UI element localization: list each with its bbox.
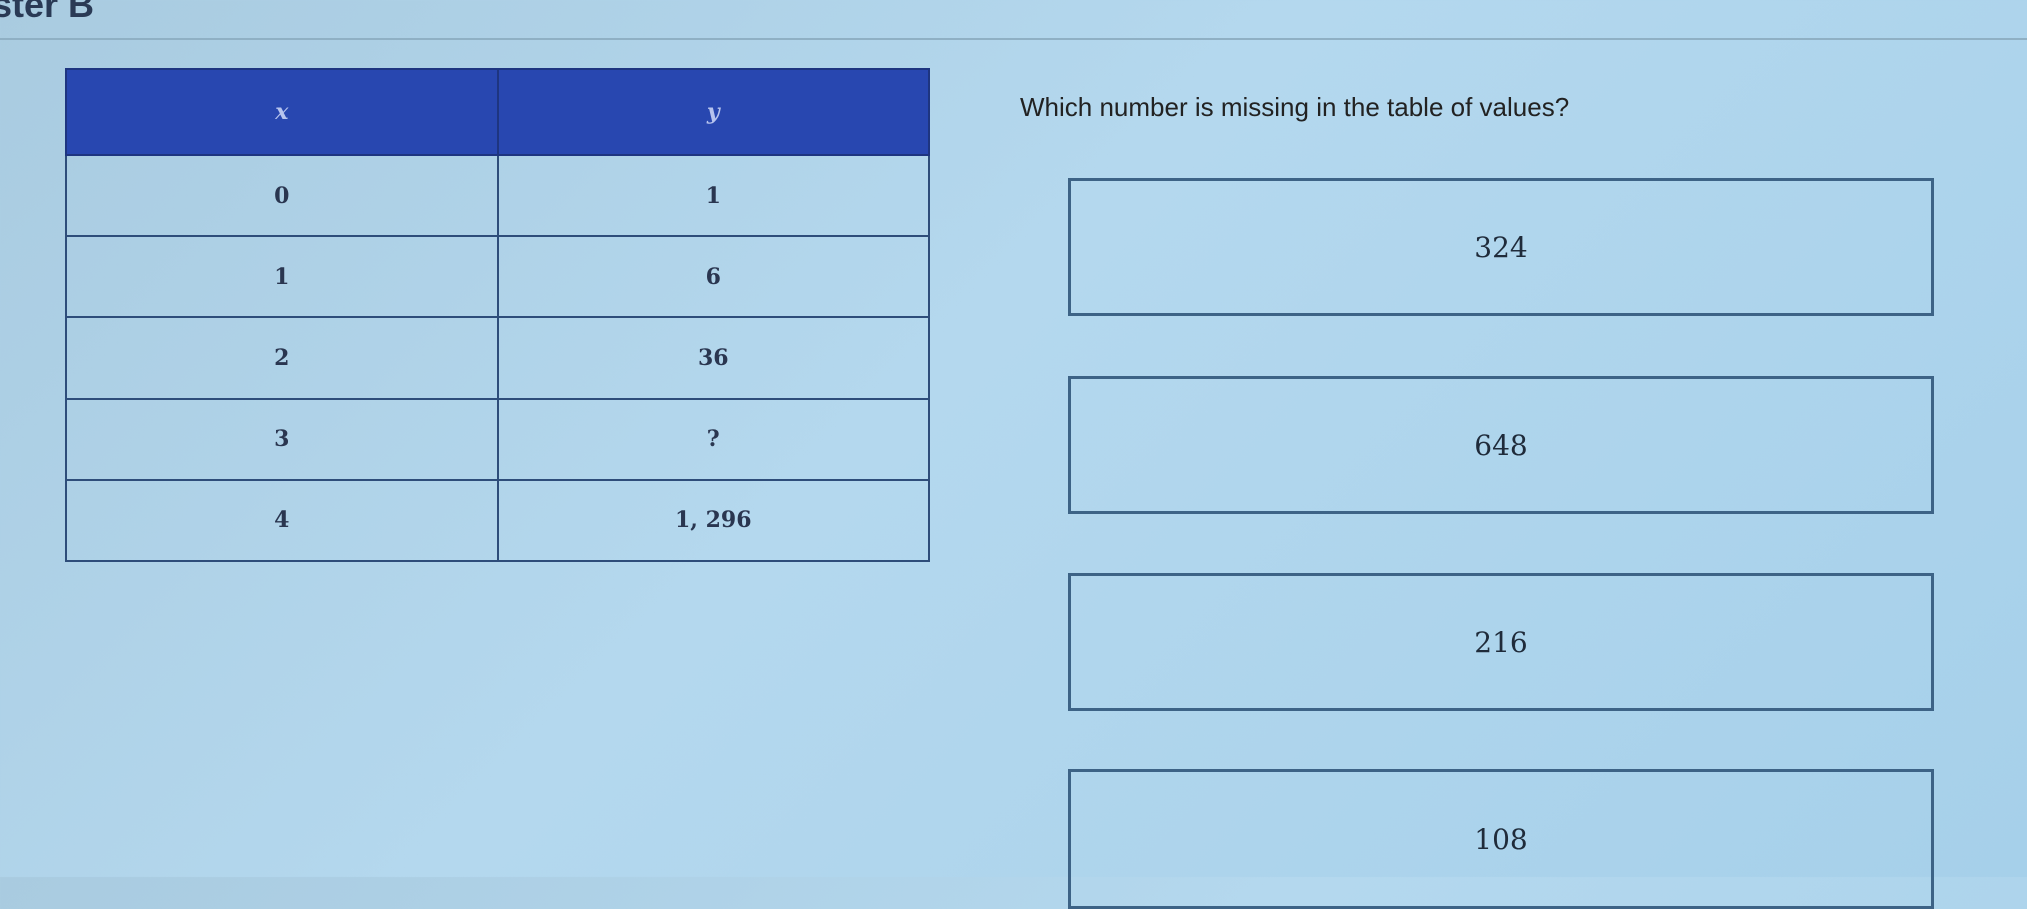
cell-x: 2	[65, 316, 499, 400]
top-bar: ster B	[0, 0, 2027, 40]
cell-y: 1, 296	[496, 478, 930, 563]
cell-x: 4	[65, 478, 499, 563]
header-y: y	[496, 68, 930, 156]
question-text: Which number is missing in the table of …	[1020, 92, 1570, 122]
cell-x: 0	[65, 153, 499, 238]
table-row: 2 36	[65, 316, 930, 400]
table-header-row: x y	[65, 68, 930, 156]
answer-option-3[interactable]: 216	[1068, 573, 1934, 711]
table-row: 3?	[65, 397, 930, 481]
cell-y: 36	[496, 316, 930, 400]
cell-y: ?	[496, 397, 930, 481]
cell-y: 6	[496, 235, 930, 319]
section-title: ster B	[0, 0, 95, 25]
answer-option-1[interactable]: 324	[1068, 178, 1934, 316]
cell-x: 3	[65, 397, 499, 481]
table-row: 4 1, 296	[65, 478, 930, 563]
answer-option-2[interactable]: 648	[1068, 376, 1934, 514]
header-x: x	[65, 68, 499, 156]
cell-y: 1	[496, 153, 930, 238]
cell-x: 1	[65, 235, 499, 319]
answer-option-4[interactable]: 108	[1068, 769, 1934, 909]
